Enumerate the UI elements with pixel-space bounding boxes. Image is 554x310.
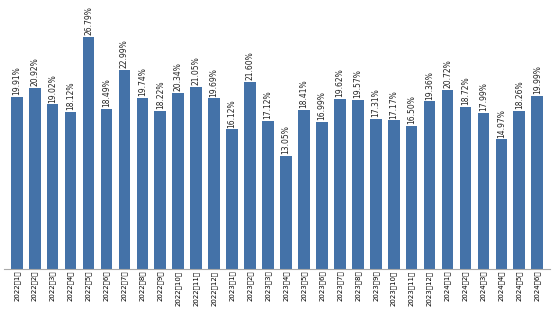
- Text: 26.79%: 26.79%: [84, 6, 93, 35]
- Bar: [83, 37, 94, 269]
- Text: 22.99%: 22.99%: [120, 39, 129, 68]
- Bar: [478, 113, 489, 269]
- Bar: [191, 87, 202, 269]
- Bar: [352, 100, 363, 269]
- Text: 19.02%: 19.02%: [48, 74, 57, 103]
- Bar: [424, 101, 435, 269]
- Text: 19.74%: 19.74%: [138, 68, 147, 96]
- Text: 20.72%: 20.72%: [443, 59, 452, 88]
- Text: 17.31%: 17.31%: [371, 89, 380, 117]
- Text: 18.12%: 18.12%: [66, 82, 75, 110]
- Text: 18.49%: 18.49%: [102, 78, 111, 107]
- Bar: [514, 111, 525, 269]
- Text: 16.12%: 16.12%: [228, 99, 237, 128]
- Text: 17.99%: 17.99%: [479, 82, 488, 112]
- Text: 18.26%: 18.26%: [515, 81, 524, 109]
- Text: 21.05%: 21.05%: [192, 56, 201, 85]
- Bar: [298, 109, 310, 269]
- Bar: [226, 130, 238, 269]
- Text: 17.17%: 17.17%: [389, 90, 398, 119]
- Text: 20.92%: 20.92%: [30, 57, 39, 86]
- Bar: [495, 140, 507, 269]
- Bar: [262, 121, 274, 269]
- Text: 19.69%: 19.69%: [209, 68, 219, 97]
- Text: 16.50%: 16.50%: [407, 95, 416, 124]
- Text: 18.41%: 18.41%: [299, 79, 309, 108]
- Text: 18.22%: 18.22%: [156, 81, 165, 109]
- Bar: [244, 82, 256, 269]
- Bar: [47, 104, 59, 269]
- Bar: [370, 119, 382, 269]
- Bar: [388, 120, 399, 269]
- Text: 19.36%: 19.36%: [425, 71, 434, 100]
- Text: 21.60%: 21.60%: [245, 51, 255, 80]
- Bar: [11, 97, 23, 269]
- Text: 14.97%: 14.97%: [497, 109, 506, 138]
- Bar: [119, 70, 130, 269]
- Text: 20.34%: 20.34%: [174, 62, 183, 91]
- Text: 18.72%: 18.72%: [461, 77, 470, 105]
- Bar: [442, 90, 453, 269]
- Bar: [406, 126, 418, 269]
- Text: 19.57%: 19.57%: [353, 69, 362, 98]
- Bar: [531, 96, 543, 269]
- Bar: [136, 98, 148, 269]
- Text: 13.05%: 13.05%: [281, 126, 290, 154]
- Text: 19.91%: 19.91%: [12, 66, 21, 95]
- Bar: [172, 93, 184, 269]
- Bar: [334, 99, 346, 269]
- Bar: [155, 111, 166, 269]
- Bar: [29, 88, 40, 269]
- Text: 19.99%: 19.99%: [533, 65, 542, 94]
- Text: 19.62%: 19.62%: [335, 69, 345, 97]
- Bar: [101, 109, 112, 269]
- Bar: [280, 156, 292, 269]
- Bar: [65, 112, 76, 269]
- Bar: [460, 107, 471, 269]
- Bar: [208, 99, 220, 269]
- Bar: [316, 122, 328, 269]
- Text: 16.99%: 16.99%: [317, 91, 326, 120]
- Text: 17.12%: 17.12%: [264, 91, 273, 119]
